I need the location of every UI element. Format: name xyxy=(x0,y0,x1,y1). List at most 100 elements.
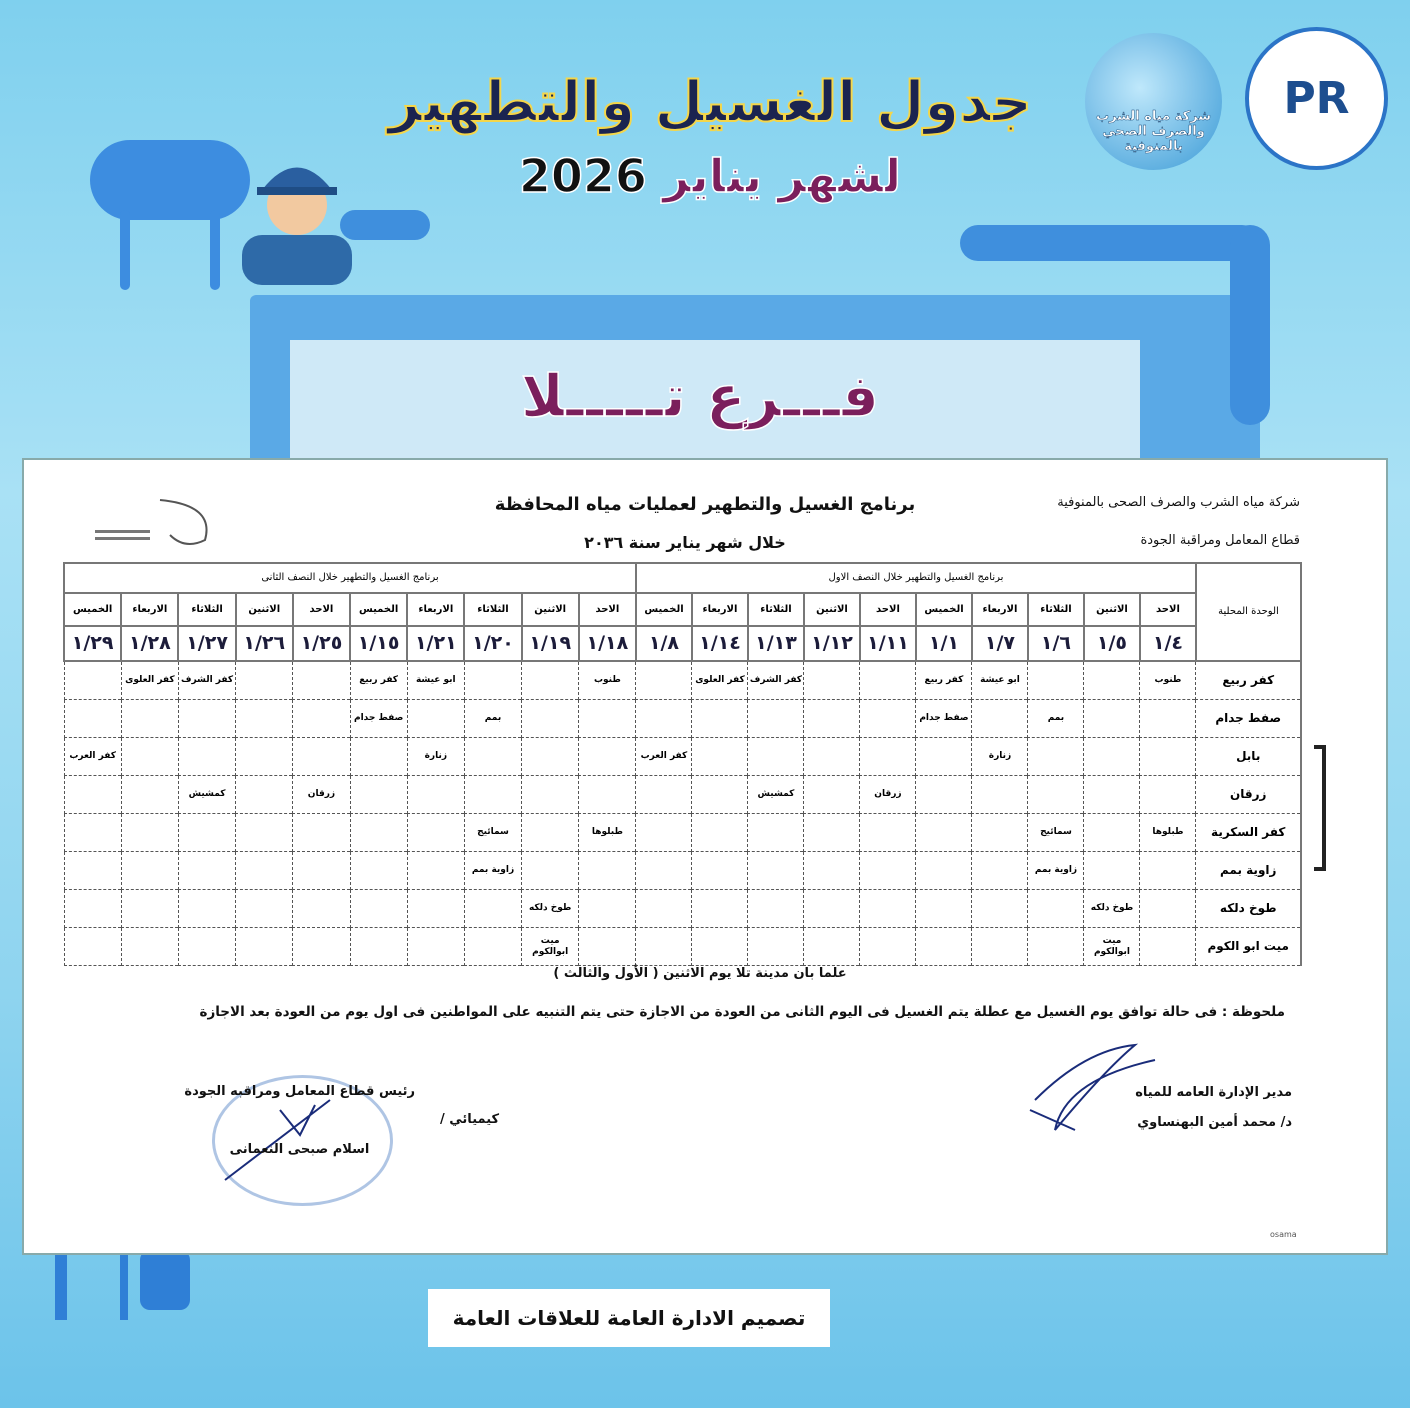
schedule-cell xyxy=(747,813,805,852)
schedule-cell xyxy=(349,851,408,890)
schedule-cell xyxy=(578,851,637,890)
poster-title: جدول الغسيل والتطهير xyxy=(387,69,1033,136)
schedule-cell xyxy=(521,737,580,776)
schedule-cell xyxy=(971,699,1029,738)
schedule-cell xyxy=(635,660,693,700)
date-header: ١/١٤ xyxy=(690,625,749,662)
table-row: زاوية بمم زاوية بمم زاوية بمم xyxy=(63,851,1302,890)
scan-mark: osama xyxy=(1270,1230,1297,1239)
day-header: الخميس xyxy=(914,592,973,627)
schedule-cell xyxy=(63,927,122,966)
schedule-cell xyxy=(691,699,749,738)
schedule-cell xyxy=(915,813,973,852)
date-header: ١/٢٨ xyxy=(120,625,180,662)
unit-header: الوحدة المحلية xyxy=(1194,562,1302,662)
date-header: ١/١١ xyxy=(858,625,917,662)
schedule-cell xyxy=(463,927,523,966)
schedule-cell xyxy=(406,927,465,966)
schedule-cell xyxy=(691,927,749,966)
schedule-cell xyxy=(747,851,805,890)
schedule-cell xyxy=(747,737,805,776)
schedule-cell: طنوب xyxy=(578,660,637,700)
schedule-cell xyxy=(177,889,237,928)
schedule-cell: زنارة xyxy=(971,737,1029,776)
schedule-cell xyxy=(292,699,351,738)
decor-frame-inner xyxy=(290,340,1140,480)
schedule-cell xyxy=(1139,699,1197,738)
unit-name: طوخ دلكه xyxy=(1195,889,1302,928)
schedule-cell xyxy=(292,851,351,890)
schedule-cell xyxy=(578,737,637,776)
schedule-cell: ابو عيشة xyxy=(406,660,465,700)
schedule-cell xyxy=(1027,927,1085,966)
doc-company: شركة مياه الشرب والصرف الصحى بالمنوفية xyxy=(1057,495,1300,510)
schedule-cell: طبلوها xyxy=(578,813,637,852)
date-header: ١/١٩ xyxy=(520,625,580,662)
schedule-cell xyxy=(971,775,1029,814)
schedule-cell xyxy=(63,660,122,700)
half-title-row: الوحدة المحلية برنامج الغسيل والتطهير خلا… xyxy=(63,562,1302,662)
schedule-cell xyxy=(177,851,237,890)
footer-credit: تصميم الادارة العامة للعلاقات العامة xyxy=(428,1289,830,1347)
schedule-cell xyxy=(578,889,637,928)
schedule-cell xyxy=(859,927,917,966)
schedule-cell: ميت ابوالكوم xyxy=(521,927,580,966)
schedule-cell xyxy=(120,813,179,852)
schedule-cell: زاوية بمم xyxy=(463,851,523,890)
schedule-cell xyxy=(235,737,294,776)
day-header: الاحد xyxy=(291,592,352,627)
unit-name: زاوية بمم xyxy=(1195,851,1302,890)
date-header: ١/١٨ xyxy=(577,625,637,662)
date-header: ١/٨ xyxy=(634,625,693,662)
schedule-cell xyxy=(235,851,294,890)
schedule-cell xyxy=(691,813,749,852)
schedule-cell xyxy=(120,927,179,966)
schedule-cell xyxy=(578,775,637,814)
schedule-cell xyxy=(1083,699,1141,738)
schedule-cell xyxy=(859,660,917,700)
day-header: الاربعاء xyxy=(970,592,1029,627)
schedule-cell xyxy=(177,813,237,852)
sign-right-name: د/ محمد أمين البهنساوي xyxy=(1137,1115,1292,1130)
schedule-cell: كفر العرب xyxy=(635,737,693,776)
schedule-cell xyxy=(578,927,637,966)
schedule-cell: زنارة xyxy=(406,737,465,776)
date-header: ١/٥ xyxy=(1082,625,1141,662)
day-header: الثلاثاء xyxy=(1026,592,1085,627)
schedule-cell: زرقان xyxy=(859,775,917,814)
schedule-cell xyxy=(463,775,523,814)
schedule-cell xyxy=(971,927,1029,966)
schedule-cell xyxy=(915,737,973,776)
bracket-mark xyxy=(1314,745,1326,871)
schedule-cell xyxy=(235,889,294,928)
schedule-cell: بمم xyxy=(1027,699,1085,738)
doc-subtitle: خلال شهر يناير سنة ٢٠٣٦ xyxy=(584,533,786,552)
schedule-cell: كفر العرب xyxy=(63,737,122,776)
schedule-cell xyxy=(1083,660,1141,700)
schedule-cell: كفر العلوى xyxy=(691,660,749,700)
date-header: ١/٢١ xyxy=(406,625,466,662)
schedule-cell xyxy=(1027,660,1085,700)
schedule-cell xyxy=(349,889,408,928)
day-header: الثلاثاء xyxy=(177,592,237,627)
pr-logo: PR xyxy=(1245,27,1388,170)
schedule-cell xyxy=(803,813,861,852)
company-logo: شركة مياه الشرب والصرف الصحي بالمنوفية xyxy=(1085,33,1222,170)
day-header: الخميس xyxy=(349,592,409,627)
schedule-cell xyxy=(177,737,237,776)
day-header: الاثنين xyxy=(234,592,294,627)
schedule-cell xyxy=(635,851,693,890)
schedule-cell xyxy=(349,927,408,966)
schedule-cell xyxy=(521,660,580,700)
schedule-cell: سمائيج xyxy=(463,813,523,852)
schedule-cell xyxy=(63,775,122,814)
day-header: الاربعاء xyxy=(690,592,749,627)
tank-leg xyxy=(120,210,130,290)
day-row: الاحد الاثنين الثلاثاء الاربعاء الخميس الاحد ا… xyxy=(62,592,1301,627)
schedule-cell: طنوب xyxy=(1139,660,1197,700)
schedule-cell: كفر ربيع xyxy=(915,660,973,700)
schedule-cell: كفر العلوى xyxy=(120,660,179,700)
schedule-cell xyxy=(803,699,861,738)
schedule-cell xyxy=(803,775,861,814)
schedule-cell: ميت ابوالكوم xyxy=(1083,927,1141,966)
